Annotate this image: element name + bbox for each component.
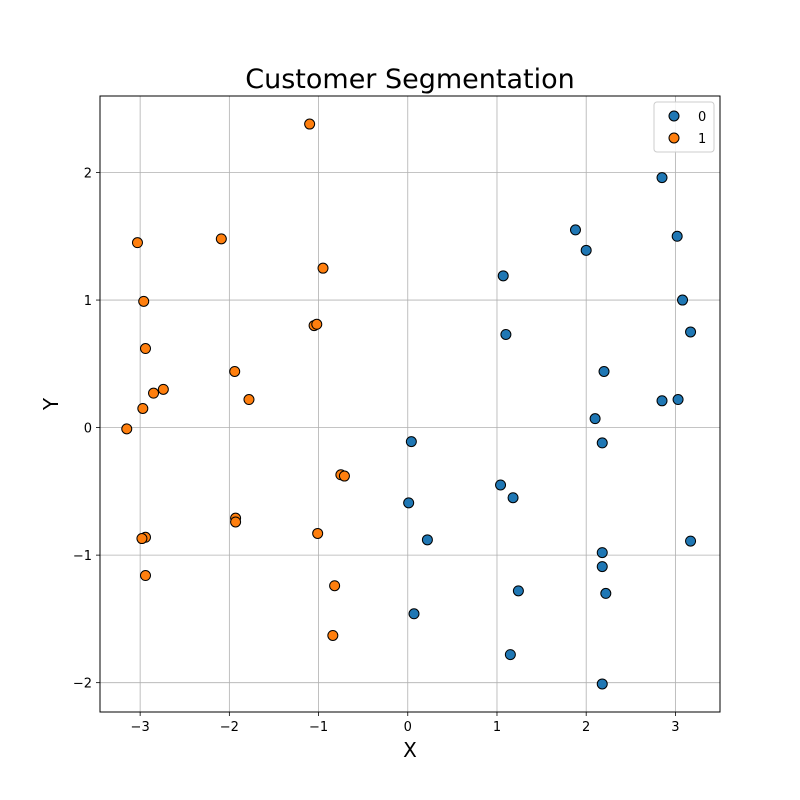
data-point-series-0	[408, 608, 420, 620]
data-point-series-1	[136, 533, 148, 545]
y-tick-label: 1	[84, 294, 92, 309]
x-tick-label: −3	[131, 720, 150, 735]
data-point-series-0	[596, 547, 608, 559]
x-tick-label: −2	[220, 720, 239, 735]
y-tick-label: 2	[84, 167, 92, 182]
data-point-series-0	[656, 395, 668, 407]
x-tick-label: −1	[309, 720, 328, 735]
x-tick-label: 2	[582, 720, 590, 735]
data-point-series-1	[215, 233, 227, 245]
data-point-series-0	[421, 534, 433, 546]
axis-ticks: −3 −2 −1 0 1 2 3 −2 −1 0 1 2	[73, 167, 680, 735]
data-point-series-0	[685, 326, 697, 338]
chart-title: Customer Segmentation	[245, 64, 575, 95]
legend-marker-1	[668, 132, 680, 144]
data-point-series-1	[304, 118, 316, 130]
data-point-series-0	[685, 535, 697, 547]
x-tick-label: 3	[671, 720, 679, 735]
data-point-series-1	[148, 387, 160, 399]
data-point-series-1	[137, 402, 149, 414]
data-point-series-0	[580, 244, 592, 256]
data-point-series-0	[596, 561, 608, 573]
data-point-series-0	[569, 224, 581, 236]
data-point-series-0	[504, 649, 516, 661]
data-point-series-0	[600, 587, 612, 599]
data-point-series-0	[507, 492, 519, 504]
legend: 01	[653, 101, 715, 153]
x-tick-label: 1	[493, 720, 501, 735]
data-point-series-0	[500, 328, 512, 340]
y-tick-label: −1	[73, 549, 92, 564]
data-point-series-0	[596, 678, 608, 690]
data-point-series-1	[312, 527, 324, 539]
data-point-series-0	[497, 270, 509, 282]
data-point-series-1	[139, 343, 151, 355]
legend-label-1: 1	[698, 132, 706, 147]
data-point-series-0	[495, 479, 507, 491]
data-point-series-0	[403, 497, 415, 509]
y-axis-label: Y	[39, 397, 63, 411]
data-point-series-1	[317, 262, 329, 274]
y-tick-label: −2	[73, 677, 92, 692]
data-point-series-0	[656, 172, 668, 184]
plot-frame	[99, 95, 721, 713]
data-point-series-0	[589, 413, 601, 425]
x-tick-label: 0	[404, 720, 412, 735]
data-point-series-0	[677, 294, 689, 306]
data-point-series-1	[327, 629, 339, 641]
data-point-series-0	[672, 394, 684, 406]
data-point-series-0	[598, 365, 610, 377]
x-axis-label: X	[403, 738, 417, 762]
data-point-series-1	[121, 423, 133, 435]
data-point-series-1	[243, 394, 255, 406]
data-point-series-0	[512, 585, 524, 597]
data-point-series-1	[131, 237, 143, 249]
grid	[100, 96, 720, 712]
data-point-series-0	[405, 436, 417, 448]
data-point-series-1	[311, 318, 323, 330]
data-point-series-0	[671, 230, 683, 242]
data-point-series-1	[329, 580, 341, 592]
data-point-series-1	[230, 516, 242, 528]
data-point-series-1	[138, 295, 150, 307]
data-point-series-1	[229, 365, 241, 377]
legend-label-0: 0	[698, 110, 706, 125]
data-point-series-1	[157, 383, 169, 395]
data-points	[121, 118, 697, 690]
data-point-series-0	[596, 437, 608, 449]
data-point-series-1	[338, 470, 350, 482]
y-tick-label: 0	[84, 422, 92, 437]
legend-marker-0	[668, 110, 680, 122]
data-point-series-1	[139, 570, 151, 582]
